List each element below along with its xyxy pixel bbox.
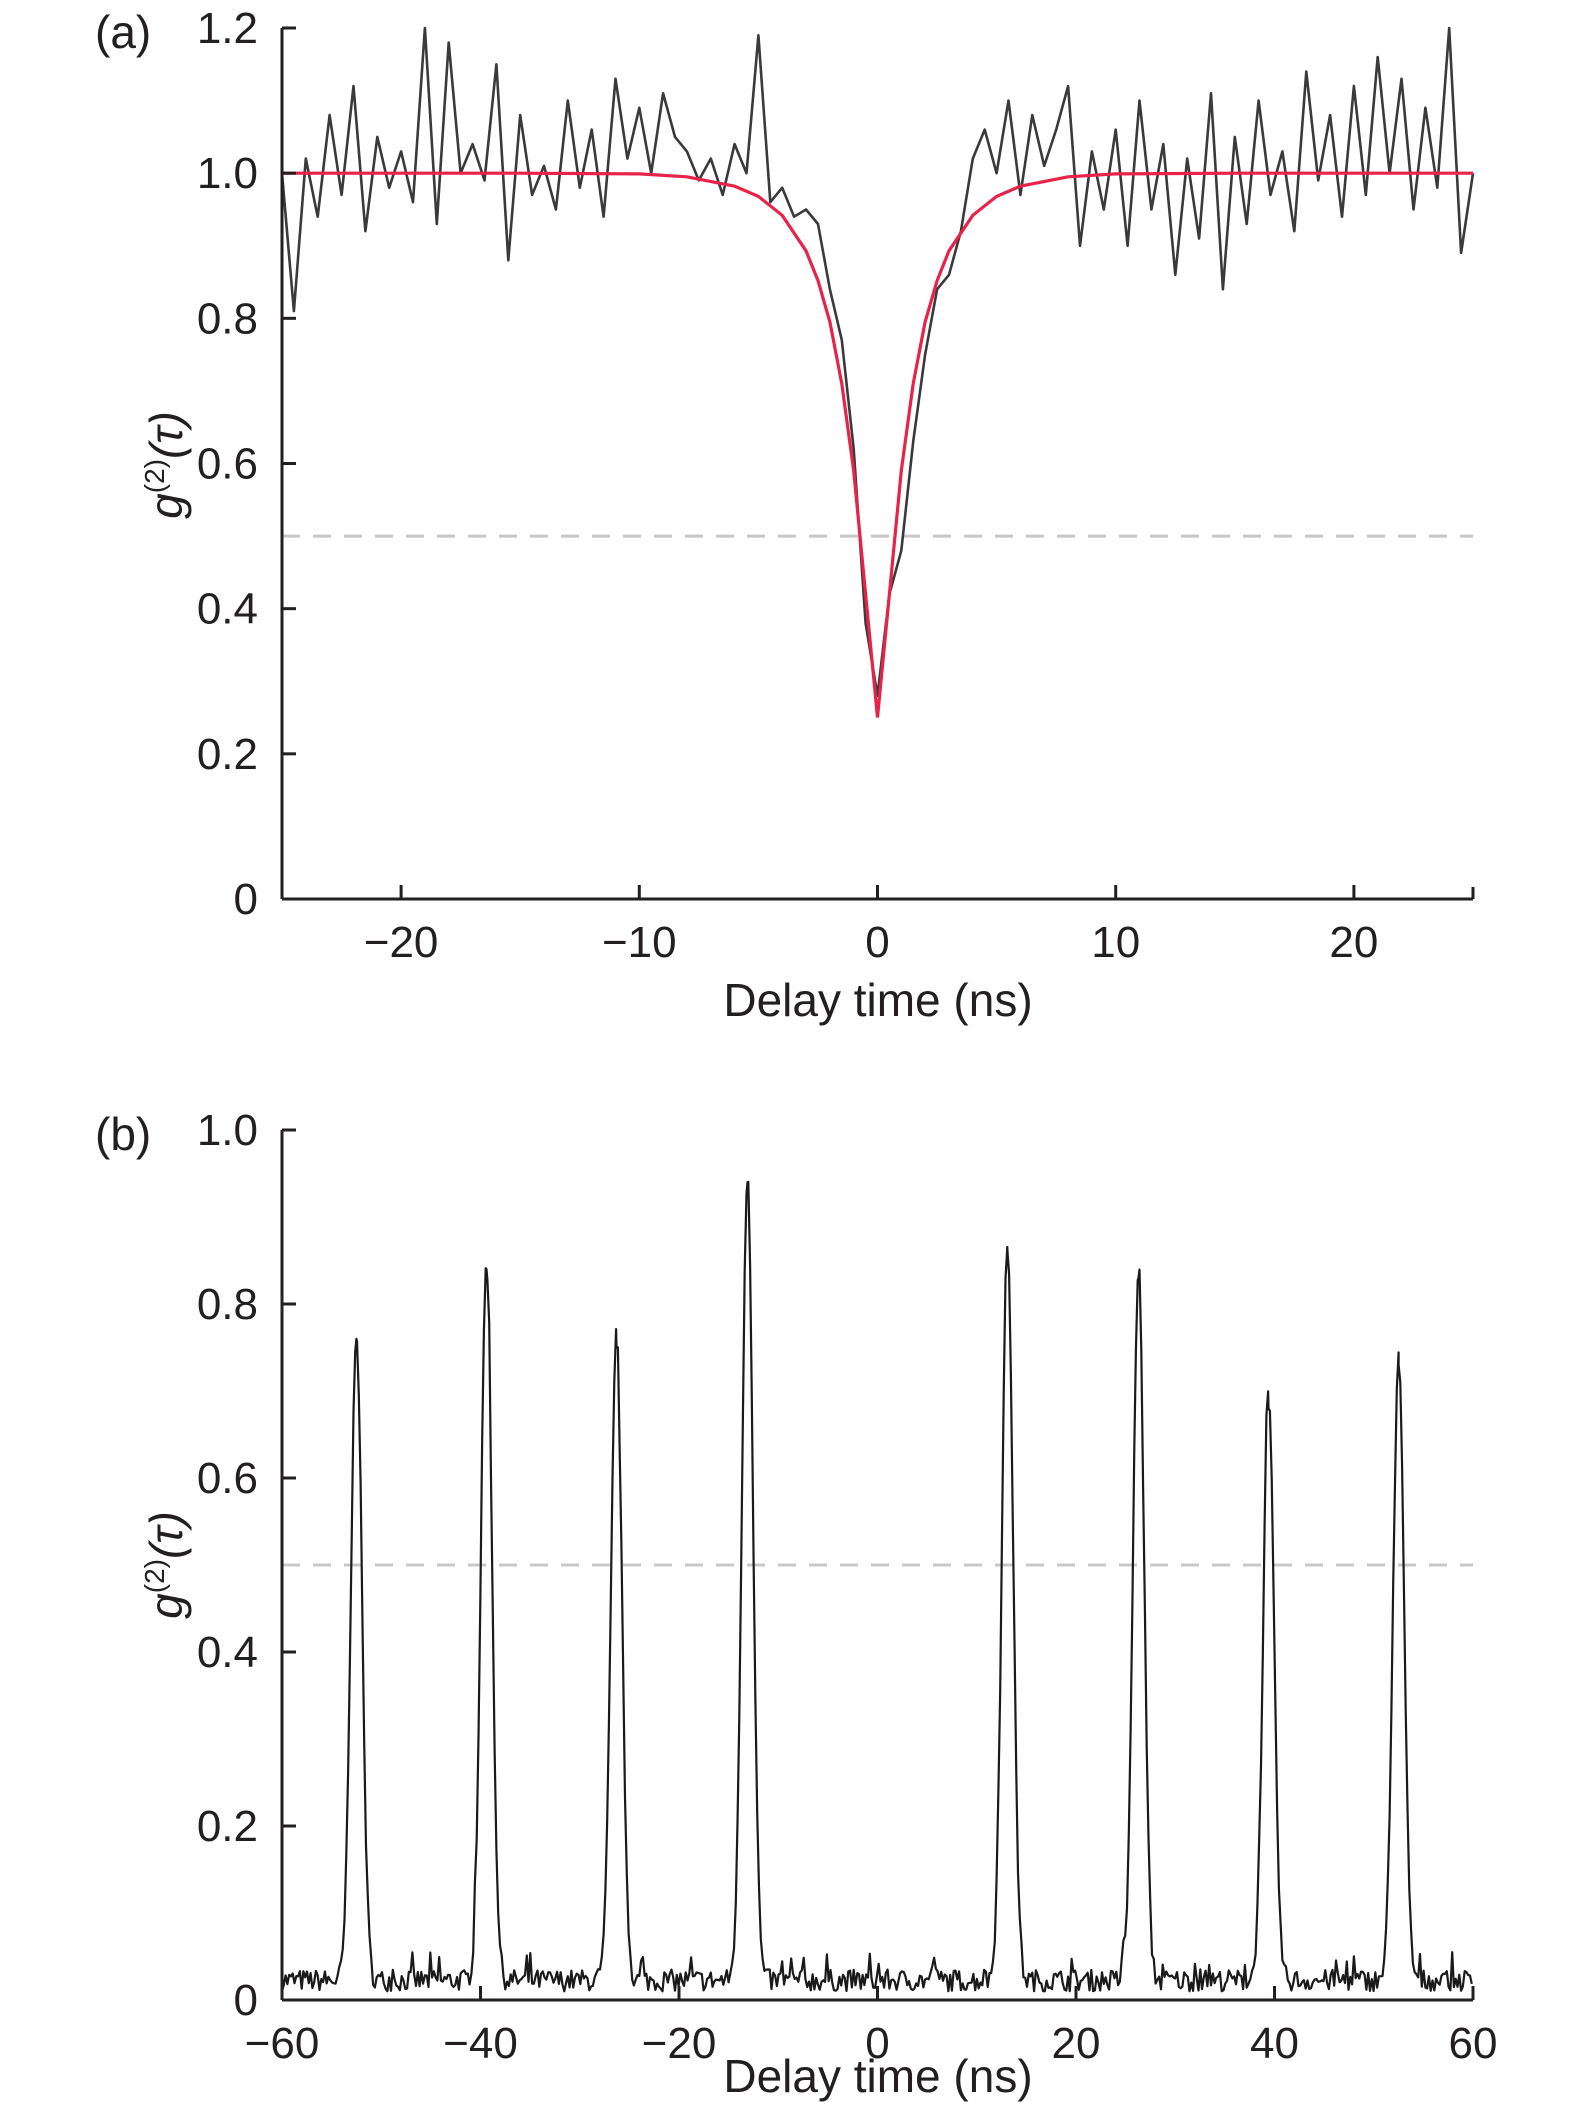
measured-trace: [280, 1180, 1473, 1993]
panel-a-chart: (a) 0 0.2 0.4 0.6 0.8 1.0 1.2 −20 −10 0 10 20 Dela…: [95, 4, 1475, 1026]
panel-a-y-ticks: 0 0.2 0.4 0.6 0.8 1.0 1.2: [197, 4, 296, 924]
y-tick-label: 0.2: [197, 1802, 258, 1851]
y-tick-label: 0: [234, 875, 258, 924]
y-tick-label: 0.8: [197, 294, 258, 343]
y-tick-label: 0.2: [197, 730, 258, 779]
x-tick-label: 20: [1329, 918, 1378, 967]
panel-b-chart: (b) 0 0.2 0.4 0.6 0.8 1.0 −60 −40 −20 0 20 40 60 De…: [95, 1106, 1497, 2102]
panel-a-x-axis-title: Delay time (ns): [723, 974, 1032, 1026]
panel-b-y-axis-title: g(2)(τ): [139, 1511, 192, 1619]
panel-b-x-axis-title: Delay time (ns): [723, 2050, 1032, 2102]
x-tick-label: −20: [364, 918, 439, 967]
y-tick-label: 0.8: [197, 1280, 258, 1329]
panel-b-x-ticks: −60 −40 −20 0 20 40 60: [245, 1986, 1498, 2068]
x-tick-label: 60: [1449, 2019, 1498, 2068]
panel-a-fit-group: [282, 171, 1473, 718]
y-tick-label: 0: [234, 1976, 258, 2025]
panel-b-ylabel-tau: (τ): [140, 1511, 192, 1559]
panel-b-y-ticks: 0 0.2 0.4 0.6 0.8 1.0: [197, 1106, 296, 2025]
panel-b-ylabel-g: g: [140, 1593, 192, 1619]
y-tick-label: 0.4: [197, 1628, 258, 1677]
x-tick-label: −60: [245, 2019, 320, 2068]
panel-b-y-axis-title-text: g(2)(τ): [139, 1511, 192, 1619]
panel-a-data-group: [280, 26, 1475, 698]
x-tick-label: −10: [602, 918, 677, 967]
panel-b-label: (b): [95, 1108, 151, 1160]
x-tick-label: −20: [642, 2019, 717, 2068]
panel-a-label: (a): [95, 6, 151, 58]
fit-curve: [282, 171, 1473, 718]
y-tick-label: 1.0: [197, 149, 258, 198]
x-tick-label: −40: [443, 2019, 518, 2068]
panel-a-ylabel-tau: (τ): [140, 411, 192, 459]
panel-a-ylabel-g: g: [140, 493, 192, 519]
measured-trace: [280, 26, 1475, 698]
panel-a-ylabel-sup: (2): [139, 459, 170, 493]
y-tick-label: 0.4: [197, 585, 258, 634]
y-tick-label: 0.6: [197, 440, 258, 489]
x-tick-label: 10: [1091, 918, 1140, 967]
x-tick-label: 20: [1052, 2019, 1101, 2068]
x-tick-label: 0: [865, 918, 889, 967]
y-tick-label: 0.6: [197, 1454, 258, 1503]
panel-a-y-axis-title-text: g(2)(τ): [139, 411, 192, 519]
x-tick-label: 40: [1250, 2019, 1299, 2068]
y-tick-label: 1.0: [197, 1106, 258, 1155]
panel-a-y-axis-title: g(2)(τ): [139, 411, 192, 519]
panel-b-ylabel-sup: (2): [139, 1559, 170, 1593]
panel-a-x-ticks: −20 −10 0 10 20: [364, 885, 1378, 967]
y-tick-label: 1.2: [197, 4, 258, 53]
panel-b-data-group: [280, 1180, 1473, 1993]
x-tick-label: 0: [865, 2019, 889, 2068]
